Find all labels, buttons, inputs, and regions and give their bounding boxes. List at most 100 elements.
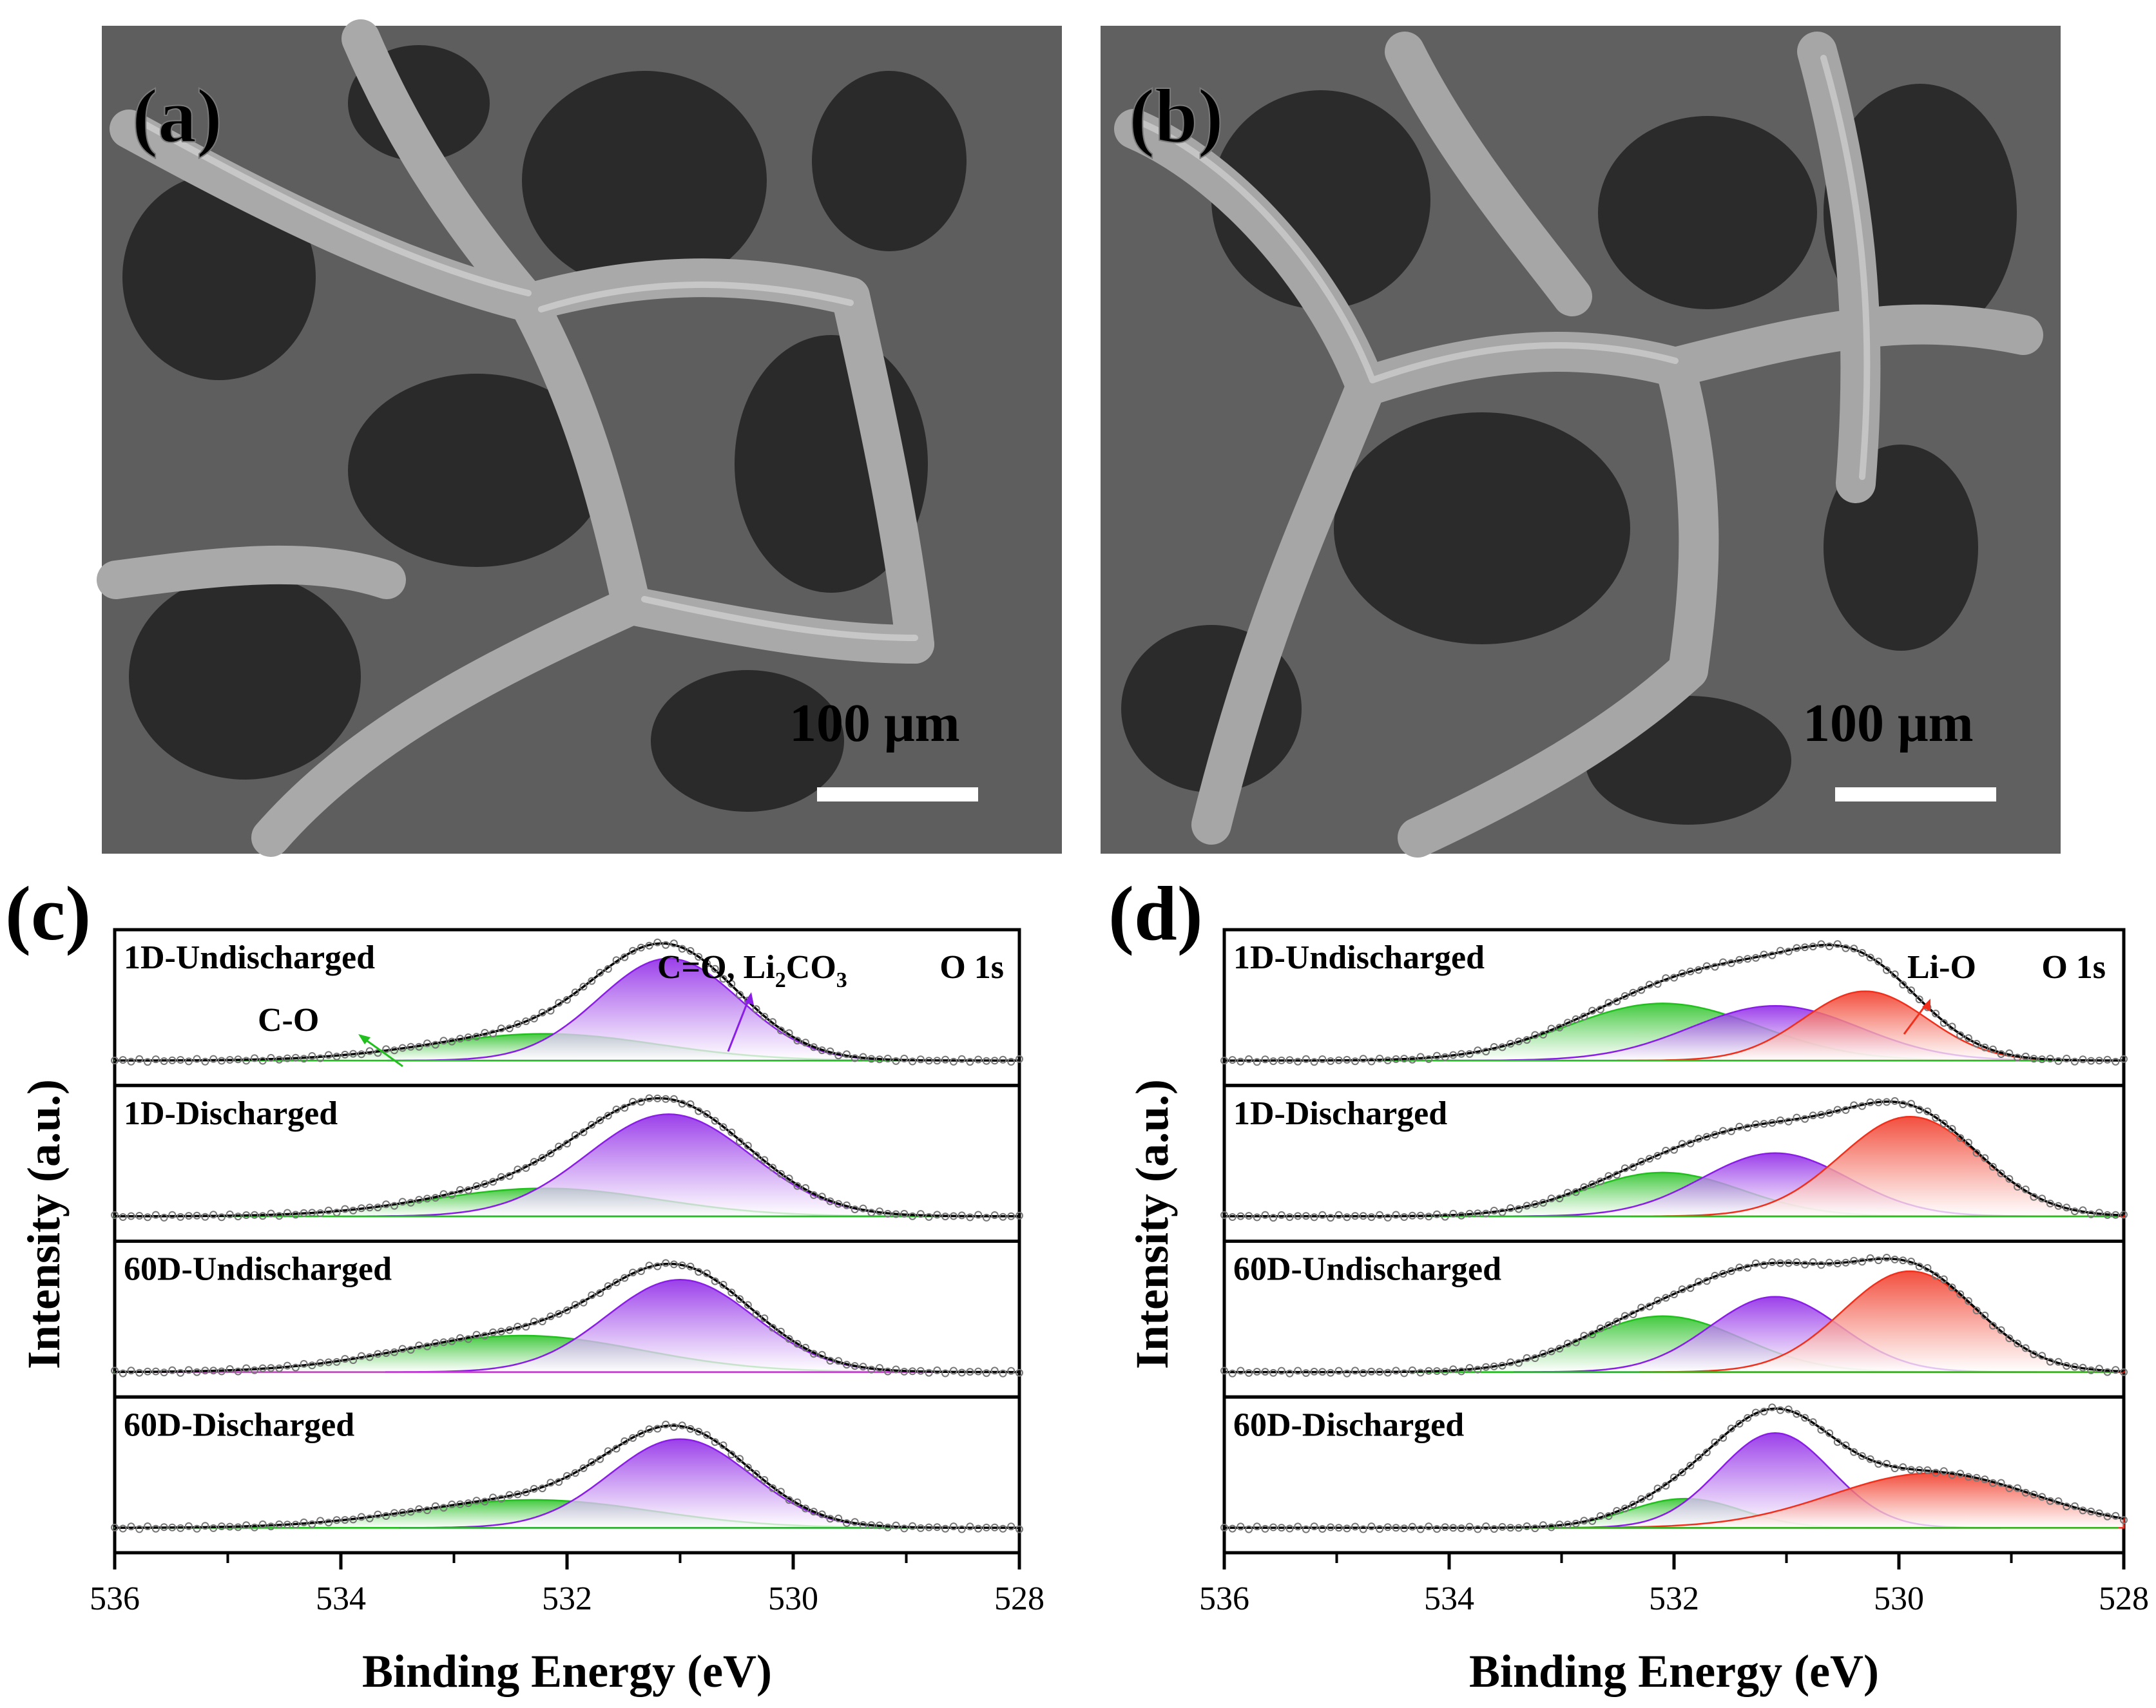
data-point	[653, 938, 662, 946]
data-point	[2120, 1055, 2128, 1063]
data-point	[300, 1359, 308, 1368]
data-point	[1327, 1057, 1334, 1065]
data-point	[1744, 1124, 1752, 1132]
data-point	[612, 1444, 621, 1453]
data-point	[423, 1342, 431, 1350]
subplot-label: 60D-Undischarged	[124, 1251, 392, 1288]
data-point	[1784, 947, 1793, 955]
data-point	[1458, 1050, 1465, 1058]
data-point	[1277, 1524, 1285, 1532]
data-point	[1776, 1116, 1784, 1124]
data-point	[686, 1425, 695, 1433]
data-point	[275, 1520, 284, 1528]
data-point	[933, 1366, 941, 1374]
data-point	[1294, 1212, 1302, 1220]
arrowhead-li-o	[1922, 999, 1930, 1012]
data-point	[769, 1018, 777, 1026]
data-point	[308, 1209, 316, 1217]
data-point	[1253, 1058, 1261, 1066]
data-point	[678, 945, 686, 953]
data-point	[2021, 1344, 2030, 1352]
data-point	[390, 1509, 398, 1517]
data-point	[226, 1210, 234, 1218]
data-point	[1539, 1350, 1547, 1358]
data-point	[505, 1491, 514, 1499]
data-point	[2014, 1484, 2021, 1492]
data-point	[941, 1055, 950, 1064]
data-point	[1711, 1272, 1719, 1280]
data-point	[974, 1211, 983, 1219]
data-point	[284, 1361, 291, 1370]
data-point	[1760, 1261, 1768, 1269]
data-point	[1825, 1109, 1834, 1117]
data-point	[1310, 1058, 1318, 1066]
data-point	[111, 1367, 119, 1375]
data-point	[2120, 1516, 2128, 1524]
data-point	[1351, 1522, 1360, 1531]
data-point	[793, 1339, 802, 1348]
data-point	[1383, 1368, 1392, 1377]
data-points	[1220, 940, 2128, 1066]
data-point	[686, 946, 695, 955]
data-point	[341, 1205, 349, 1213]
data-point	[645, 1425, 653, 1434]
data-point	[727, 1128, 736, 1137]
data-point	[530, 1318, 538, 1326]
data-point	[1997, 1479, 2005, 1487]
sem-image-a: (a) 100 μm	[97, 19, 1062, 857]
data-point	[900, 1209, 909, 1218]
data-point	[2054, 1202, 2063, 1210]
data-point	[1907, 986, 1915, 995]
data-point	[2103, 1512, 2112, 1521]
data-point	[990, 1367, 999, 1375]
data-point	[2014, 1053, 2021, 1062]
data-point	[1939, 1275, 1948, 1283]
data-point	[555, 1310, 563, 1318]
data-point	[514, 1020, 522, 1028]
data-point	[456, 1185, 465, 1194]
data-point	[1776, 1259, 1784, 1267]
data-point	[1629, 988, 1637, 997]
data-point	[1621, 1312, 1629, 1320]
data-point	[2014, 1183, 2021, 1191]
data-point	[1285, 1056, 1294, 1064]
data-point	[555, 1142, 563, 1151]
data-point	[1482, 1209, 1490, 1218]
arrow-c-eq-o	[727, 997, 751, 1052]
data-point	[1400, 1055, 1409, 1063]
data-point	[703, 959, 711, 968]
data-point	[390, 1348, 398, 1356]
data-point	[1866, 1098, 1874, 1106]
data-point	[916, 1055, 925, 1064]
data-point	[407, 1042, 415, 1051]
data-point	[974, 1055, 983, 1064]
data-point	[1702, 1133, 1711, 1141]
data-point	[1621, 1504, 1629, 1513]
data-point	[127, 1212, 135, 1220]
subplot-label: 1D-Undischarged	[124, 939, 375, 976]
data-point	[2079, 1506, 2087, 1515]
data-point	[1367, 1522, 1376, 1531]
data-point	[1629, 1163, 1637, 1171]
data-point	[144, 1367, 152, 1376]
data-points	[111, 1094, 1023, 1222]
data-point	[201, 1213, 209, 1221]
data-point	[1359, 1212, 1367, 1220]
data-point	[357, 1050, 365, 1059]
data-point	[776, 1327, 785, 1336]
data-point	[1842, 944, 1850, 952]
data-point	[522, 1017, 530, 1026]
data-point	[1735, 1122, 1744, 1131]
data-point	[1310, 1367, 1318, 1376]
data-point	[1220, 1524, 1228, 1531]
data-point	[382, 1200, 390, 1209]
data-point	[1858, 1258, 1866, 1266]
data-point	[1948, 1283, 1956, 1292]
data-point	[826, 1357, 834, 1365]
data-point	[1285, 1524, 1294, 1533]
data-point	[1932, 1010, 1940, 1018]
data-point	[407, 1508, 415, 1516]
data-point	[579, 983, 588, 991]
data-point	[1531, 1524, 1539, 1533]
subplot-60D-Discharged: 60D-Discharged	[1220, 1395, 2128, 1555]
